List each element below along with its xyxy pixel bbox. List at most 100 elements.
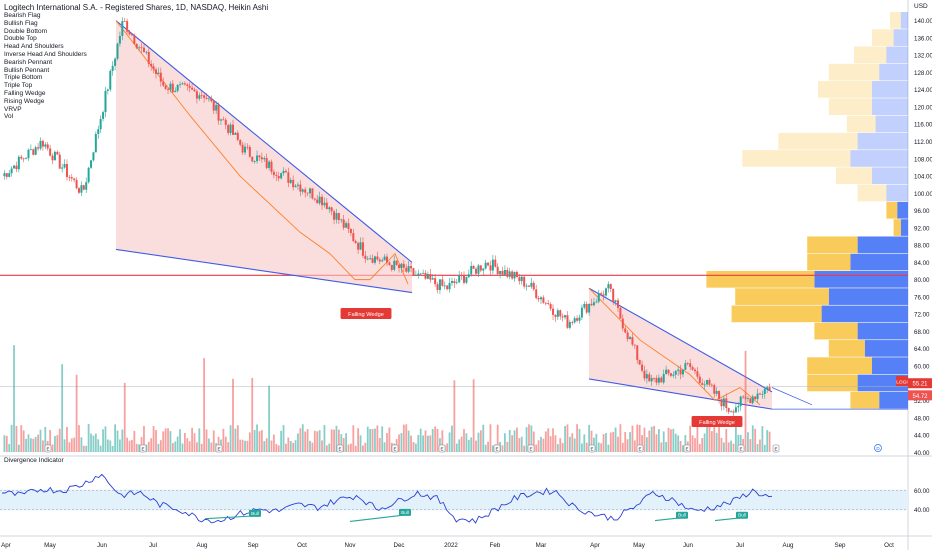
candle-body (130, 34, 133, 36)
volume-bar (727, 442, 730, 452)
time-tick-label: Nov (344, 542, 356, 549)
volume-bar (210, 442, 213, 452)
volume-bar (236, 425, 239, 452)
earnings-marker (438, 444, 446, 453)
volume-bar (744, 350, 747, 452)
candle-body (75, 180, 78, 189)
candle-body (527, 285, 530, 287)
candle-body (68, 177, 71, 178)
volume-bar (388, 427, 391, 452)
candle-body (768, 387, 771, 391)
candle-body (393, 260, 396, 270)
indicator-item[interactable]: Bullish Flag (4, 19, 38, 27)
candle-body (491, 259, 494, 271)
volume-bar (123, 382, 126, 452)
candle-body (696, 371, 699, 377)
volume-bar (523, 445, 526, 452)
candle-body (619, 307, 622, 319)
indicator-item[interactable]: Bullish Pennant (4, 66, 50, 74)
candle-body (272, 171, 275, 176)
indicator-item[interactable]: Triple Top (4, 82, 33, 90)
volume-bar (453, 380, 456, 452)
bull-label: Bull (738, 513, 746, 518)
volume-bar (398, 434, 400, 452)
vp-down-bar (857, 374, 908, 392)
candle-body (426, 274, 429, 279)
vp-up-bar (890, 12, 901, 29)
volume-bar (275, 444, 278, 452)
indicator-item[interactable]: Triple Bottom (4, 74, 43, 82)
volume-bar (73, 437, 76, 452)
price-tick-label: 68.00 (914, 329, 930, 336)
candle-body (429, 274, 432, 280)
time-tick-label: Oct (297, 542, 307, 549)
volume-bar (400, 433, 403, 452)
candle-body (756, 393, 759, 400)
candle-body (212, 101, 215, 111)
candle-body (727, 408, 730, 412)
candle-body (287, 172, 290, 183)
volume-bar (412, 441, 415, 452)
volume-bar (145, 444, 148, 452)
indicator-item[interactable]: Double Top (4, 35, 37, 43)
earnings-marker-text: E (495, 447, 498, 452)
volume-bar (58, 428, 61, 452)
candle-body (571, 322, 574, 323)
volume-bar (544, 431, 547, 452)
second-price-tag-bg (908, 390, 932, 401)
earnings-marker (336, 444, 344, 453)
candle-body (268, 161, 271, 168)
candle-body (511, 271, 514, 279)
volume-bar (227, 442, 230, 452)
candle-body (162, 81, 165, 86)
candle-body (44, 144, 47, 147)
volume-bar (465, 433, 468, 452)
volume-bar (405, 424, 408, 452)
candle-body (477, 265, 480, 274)
volume-bar (306, 429, 309, 452)
volume-bar (532, 431, 535, 452)
candle-body (171, 83, 174, 93)
volume-bar (289, 441, 292, 452)
volume-bar (131, 439, 133, 452)
vp-down-bar (886, 184, 908, 202)
volume-bar (350, 443, 352, 452)
indicator-list: Bearish Flag Bullish Flag Double Bottom … (4, 12, 87, 121)
candle-body (333, 211, 336, 220)
candle-body (542, 297, 545, 303)
indicator-item[interactable]: Inverse Head And Shoulders (4, 50, 87, 58)
volume-bar (691, 435, 694, 452)
indicator-item[interactable]: VRVP (4, 105, 22, 113)
volume-bar (309, 440, 311, 452)
candle-body (730, 411, 733, 413)
candle-body (239, 139, 242, 145)
candle-body (508, 271, 511, 277)
vp-down-bar (872, 357, 908, 374)
candle-body (446, 285, 449, 290)
time-tick-label: Mar (536, 542, 547, 549)
indicator-item[interactable]: Double Bottom (4, 27, 47, 35)
indicator-item[interactable]: Vol (4, 113, 14, 121)
indicator-item[interactable]: Rising Wedge (4, 97, 45, 105)
volume-bar (679, 440, 682, 452)
volume-bar (78, 425, 80, 452)
volume-bar (564, 426, 566, 452)
volume-bar (759, 439, 761, 452)
candle-body (463, 275, 465, 283)
candle-body (645, 374, 648, 379)
time-tick-label: May (633, 542, 646, 549)
indicator-item[interactable]: Falling Wedge (4, 89, 46, 97)
indicator-item[interactable]: Bearish Flag (4, 12, 41, 19)
time-tick-label: Jun (97, 542, 108, 549)
volume-bar (419, 428, 422, 452)
indicator-item[interactable]: Bearish Pennant (4, 58, 53, 66)
volume-bar (470, 437, 473, 452)
candle-body (311, 188, 314, 199)
candle-body (87, 167, 90, 183)
vp-up-bar (735, 288, 829, 305)
earnings-marker (772, 444, 780, 453)
candle-body (431, 278, 434, 280)
chart-title: Logitech International S.A. - Registered… (4, 3, 269, 12)
indicator-item[interactable]: Head And Shoulders (4, 43, 64, 51)
